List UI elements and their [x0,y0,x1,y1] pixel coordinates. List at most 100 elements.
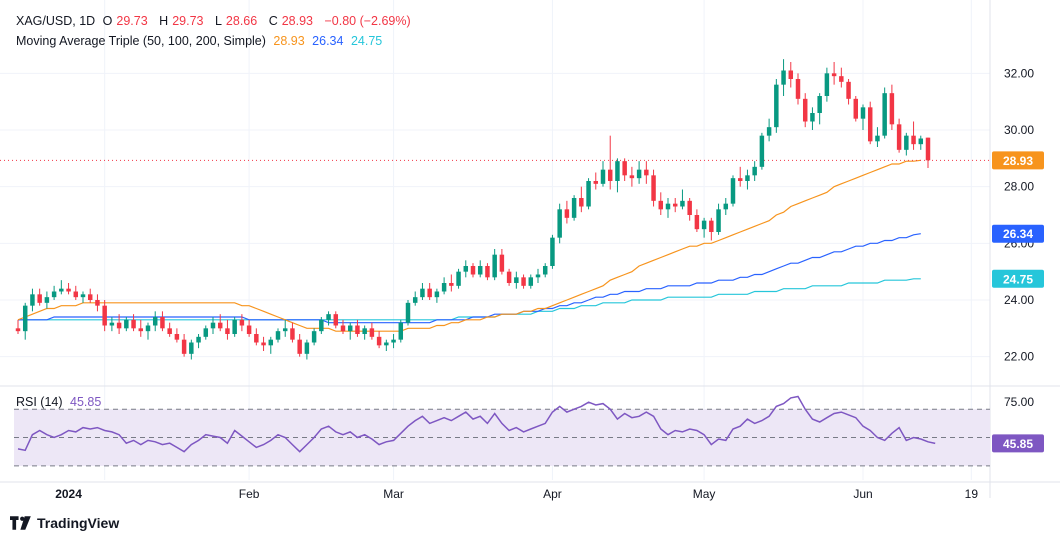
candle [95,294,100,312]
candle [802,93,808,128]
candle [15,319,21,334]
tradingview-branding[interactable]: TradingView [10,515,119,531]
candle [73,285,79,300]
time-axis[interactable]: 2024 Feb Mar Apr May Jun 19 [0,481,1060,501]
rsi-legend: RSI (14) 45.85 [16,395,105,409]
ma50-line [17,159,921,332]
price-label-box [992,269,1044,288]
rsi-value-box [992,434,1044,453]
candle [384,339,389,351]
candle [261,336,266,351]
rsi-value: 45.85 [70,395,102,409]
candle [174,328,180,343]
rsi-name[interactable]: RSI (14) [16,395,63,409]
candle [347,322,353,340]
close-label: C [268,14,278,28]
time-tick-label: Feb [239,487,260,501]
candle [449,274,454,292]
ma200-value: 24.75 [350,34,383,48]
low-value: 28.66 [225,14,258,28]
candle [109,317,115,332]
candle [535,268,541,283]
candle [521,274,526,289]
candle [925,137,931,168]
candle [723,198,729,215]
candle [196,334,201,349]
candle [896,118,902,153]
candle [875,127,880,147]
candle [904,132,909,156]
symbol-name[interactable]: XAG/USD, 1D [16,14,96,28]
time-tick-label: 19 [965,487,979,501]
candle [607,135,613,190]
candle [658,192,664,215]
candle [730,175,736,207]
symbol-legend: XAG/USD, 1D O 29.73 H 29.73 L 28.66 C 28.93 … [16,14,415,28]
candle [694,209,700,232]
candle [672,198,678,213]
candle [333,311,339,329]
candle [831,62,837,85]
candle [810,107,815,130]
candle [499,249,505,275]
candle [860,104,866,130]
candle [225,319,230,340]
candle [44,291,50,309]
indicator-name[interactable]: Moving Average Triple (50, 100, 200, Sim… [16,34,266,48]
open-value: 29.73 [116,14,148,28]
candle [911,121,916,150]
candle [80,291,86,303]
ma50-value: 28.93 [273,34,305,48]
candle [514,271,519,289]
candle [600,161,606,187]
time-tick-label: May [693,487,716,501]
price-label-box [992,224,1044,243]
candle [434,288,440,303]
price-label-text: 24.75 [1003,272,1033,286]
rsi-tick-label: 75.00 [1004,395,1034,409]
candle [665,198,671,218]
candle [326,311,331,326]
price-tick-label: 22.00 [1004,350,1034,364]
candle [145,322,151,340]
change-value: −0.80 (−2.69%) [324,14,411,28]
candle [311,328,317,346]
candle [817,93,822,125]
candle [441,277,447,295]
tradingview-logo-icon [10,516,31,530]
candle [160,311,165,332]
candle [304,339,310,360]
candle [781,59,786,96]
candle [412,291,418,306]
candle [138,319,144,337]
candle [846,79,851,105]
candle [51,285,57,300]
candle [853,96,859,122]
price-axis[interactable]: 22.0024.0026.0028.0030.0032.0028.9326.34… [992,66,1044,364]
candlestick-series [15,59,931,360]
candle [571,195,577,221]
candle [369,322,375,340]
candle [376,331,382,349]
candle [427,283,432,300]
rsi-line [17,395,936,453]
indicator-legend: Moving Average Triple (50, 100, 200, Sim… [16,34,386,48]
candle [593,172,599,190]
candle [759,132,765,170]
candle [30,288,35,312]
candle [167,322,172,337]
candle [232,317,237,337]
candle [824,67,830,102]
candle [391,334,396,349]
price-tick-label: 32.00 [1004,66,1034,80]
candle [246,319,252,337]
candle [398,319,404,343]
candle [152,311,158,332]
candle [217,314,223,332]
candle [528,274,534,289]
candle [716,203,721,235]
ma100-value: 26.34 [312,34,344,48]
candle [485,263,490,281]
candle [615,158,620,193]
